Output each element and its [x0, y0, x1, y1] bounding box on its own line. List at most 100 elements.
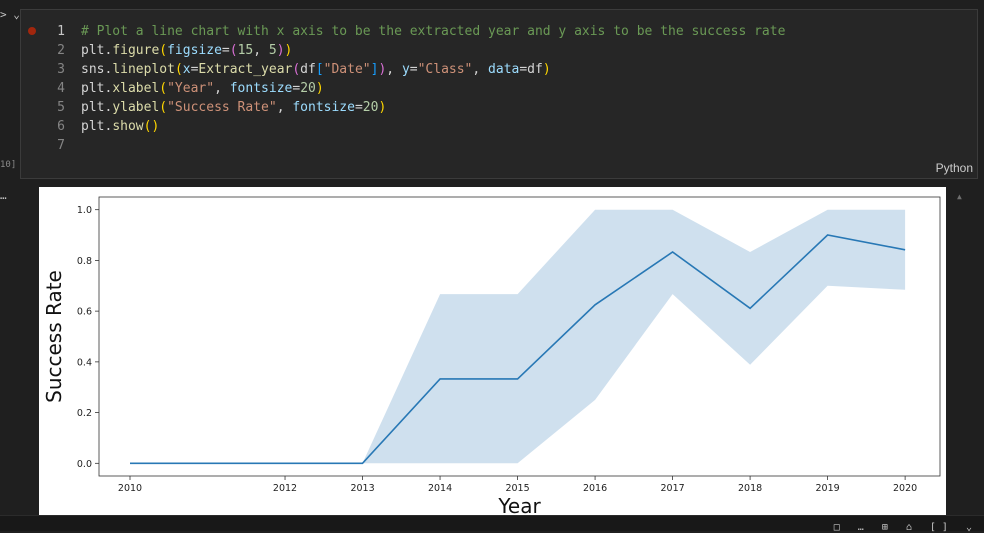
code-token: ,: [214, 81, 230, 96]
line-number: 3: [57, 62, 65, 77]
plot-output: 2010 2012 2013 2014 2015 2016 2017 2018 2019 2020…: [39, 187, 946, 515]
code-token: ): [284, 43, 293, 58]
code-token: (: [229, 43, 238, 58]
code-token: df: [300, 62, 316, 77]
axes-frame: [98, 196, 941, 477]
code-token: ,: [276, 100, 293, 115]
code-token: ): [315, 81, 324, 96]
code-editor[interactable]: 1 # Plot a line chart with x axis to be t…: [47, 22, 785, 155]
execution-count: 10]: [0, 160, 17, 170]
code-token: figsize: [167, 43, 222, 58]
code-token: =: [409, 62, 418, 77]
code-token: ): [276, 43, 285, 58]
code-token: "Date": [323, 62, 371, 77]
code-token: (: [159, 81, 168, 96]
toolbar-icons[interactable]: □ … ⊞ ⌂ [] ⌄: [833, 522, 978, 533]
x-tick-label: 2010: [118, 483, 142, 494]
code-token: ,: [253, 43, 269, 58]
line-number: 5: [57, 100, 65, 115]
code-token: "Year": [167, 81, 215, 96]
code-token: =: [354, 100, 363, 115]
code-token: ,: [386, 62, 402, 77]
code-token: (: [159, 100, 168, 115]
x-axis-label: Year: [497, 494, 541, 515]
breakpoint-icon[interactable]: [28, 27, 36, 35]
code-token: ylabel: [112, 100, 160, 115]
code-token: 5: [268, 43, 277, 58]
x-tick-label: 2012: [273, 483, 297, 494]
code-token: plt.: [81, 43, 113, 58]
code-line[interactable]: 3 sns.lineplot(x=Extract_year(df["Date"])…: [47, 60, 785, 79]
code-token: ): [378, 62, 387, 77]
code-line[interactable]: 4 plt.xlabel("Year", fontsize=20): [47, 79, 785, 98]
code-cell[interactable]: 1 # Plot a line chart with x axis to be t…: [20, 9, 978, 179]
code-line[interactable]: 1 # Plot a line chart with x axis to be t…: [47, 22, 785, 41]
line-number: 1: [57, 24, 65, 39]
code-token: lineplot: [112, 62, 175, 77]
x-tick-label: 2015: [505, 483, 529, 494]
code-token: ]: [370, 62, 379, 77]
code-token: (: [292, 62, 301, 77]
code-token: "Class": [417, 62, 473, 77]
line-number: 2: [57, 43, 65, 58]
status-bar: □ … ⊞ ⌂ [] ⌄: [0, 515, 984, 533]
y-tick-label: 0.6: [77, 307, 92, 318]
code-line[interactable]: 6 plt.show(): [47, 117, 785, 136]
code-token: data: [488, 62, 520, 77]
x-tick-label: 2019: [816, 483, 840, 494]
line-chart: 2010 2012 2013 2014 2015 2016 2017 2018 2019 2020…: [42, 196, 941, 515]
y-tick-label: 0.0: [77, 459, 92, 470]
x-tick-label: 2014: [428, 483, 452, 494]
code-token: =: [190, 62, 199, 77]
x-tick-label: 2018: [738, 483, 762, 494]
code-token: plt.: [81, 81, 113, 96]
scroll-up-icon[interactable]: ▲: [957, 192, 962, 201]
x-tick-label: 2017: [660, 483, 684, 494]
code-token: fontsize: [292, 100, 355, 115]
code-token: 20: [300, 81, 316, 96]
y-tick-label: 0.4: [77, 357, 92, 368]
line-number: 6: [57, 119, 65, 134]
code-line[interactable]: 5 plt.ylabel("Success Rate", fontsize=20): [47, 98, 785, 117]
code-token: (: [159, 43, 168, 58]
code-line[interactable]: 7: [47, 136, 785, 155]
output-menu-icon[interactable]: …: [0, 189, 8, 202]
code-token: ): [542, 62, 551, 77]
code-token: sns.: [81, 62, 113, 77]
y-tick-label: 0.2: [77, 408, 92, 419]
code-token: fontsize: [229, 81, 293, 96]
code-token: plt.: [81, 119, 113, 134]
y-tick-label: 1.0: [77, 205, 92, 216]
code-token: ): [378, 100, 387, 115]
code-token: =: [221, 43, 230, 58]
x-tick-label: 2013: [350, 483, 374, 494]
line-number: 4: [57, 81, 65, 96]
cell-collapse-chevron[interactable]: > ⌄: [0, 8, 20, 21]
code-token: 15: [237, 43, 254, 58]
code-token: =: [292, 81, 301, 96]
cell-language-label[interactable]: Python: [935, 161, 973, 175]
x-tick-label: 2020: [893, 483, 917, 494]
code-token: figure: [112, 43, 160, 58]
confidence-band: [130, 209, 906, 464]
code-token: =df: [519, 62, 543, 77]
code-token: xlabel: [112, 81, 160, 96]
line-number: 7: [57, 138, 65, 153]
code-token: 20: [362, 100, 379, 115]
code-token: Extract_year: [198, 62, 293, 77]
code-token: [: [315, 62, 324, 77]
code-token: show: [112, 119, 144, 134]
series-line: [130, 234, 906, 465]
code-token: (: [174, 62, 183, 77]
x-tick-label: 2016: [583, 483, 607, 494]
code-token: "Success Rate": [167, 100, 277, 115]
code-token: y: [401, 62, 410, 77]
code-token: ,: [472, 62, 489, 77]
y-tick-label: 0.8: [77, 256, 92, 267]
code-token: (): [143, 119, 160, 134]
y-axis-label: Success Rate: [42, 270, 66, 403]
code-token: plt.: [81, 100, 113, 115]
code-token: # Plot a line chart with x axis to be th…: [81, 24, 786, 39]
code-line[interactable]: 2 plt.figure(figsize=(15, 5)): [47, 41, 785, 60]
code-token: x: [182, 62, 191, 77]
